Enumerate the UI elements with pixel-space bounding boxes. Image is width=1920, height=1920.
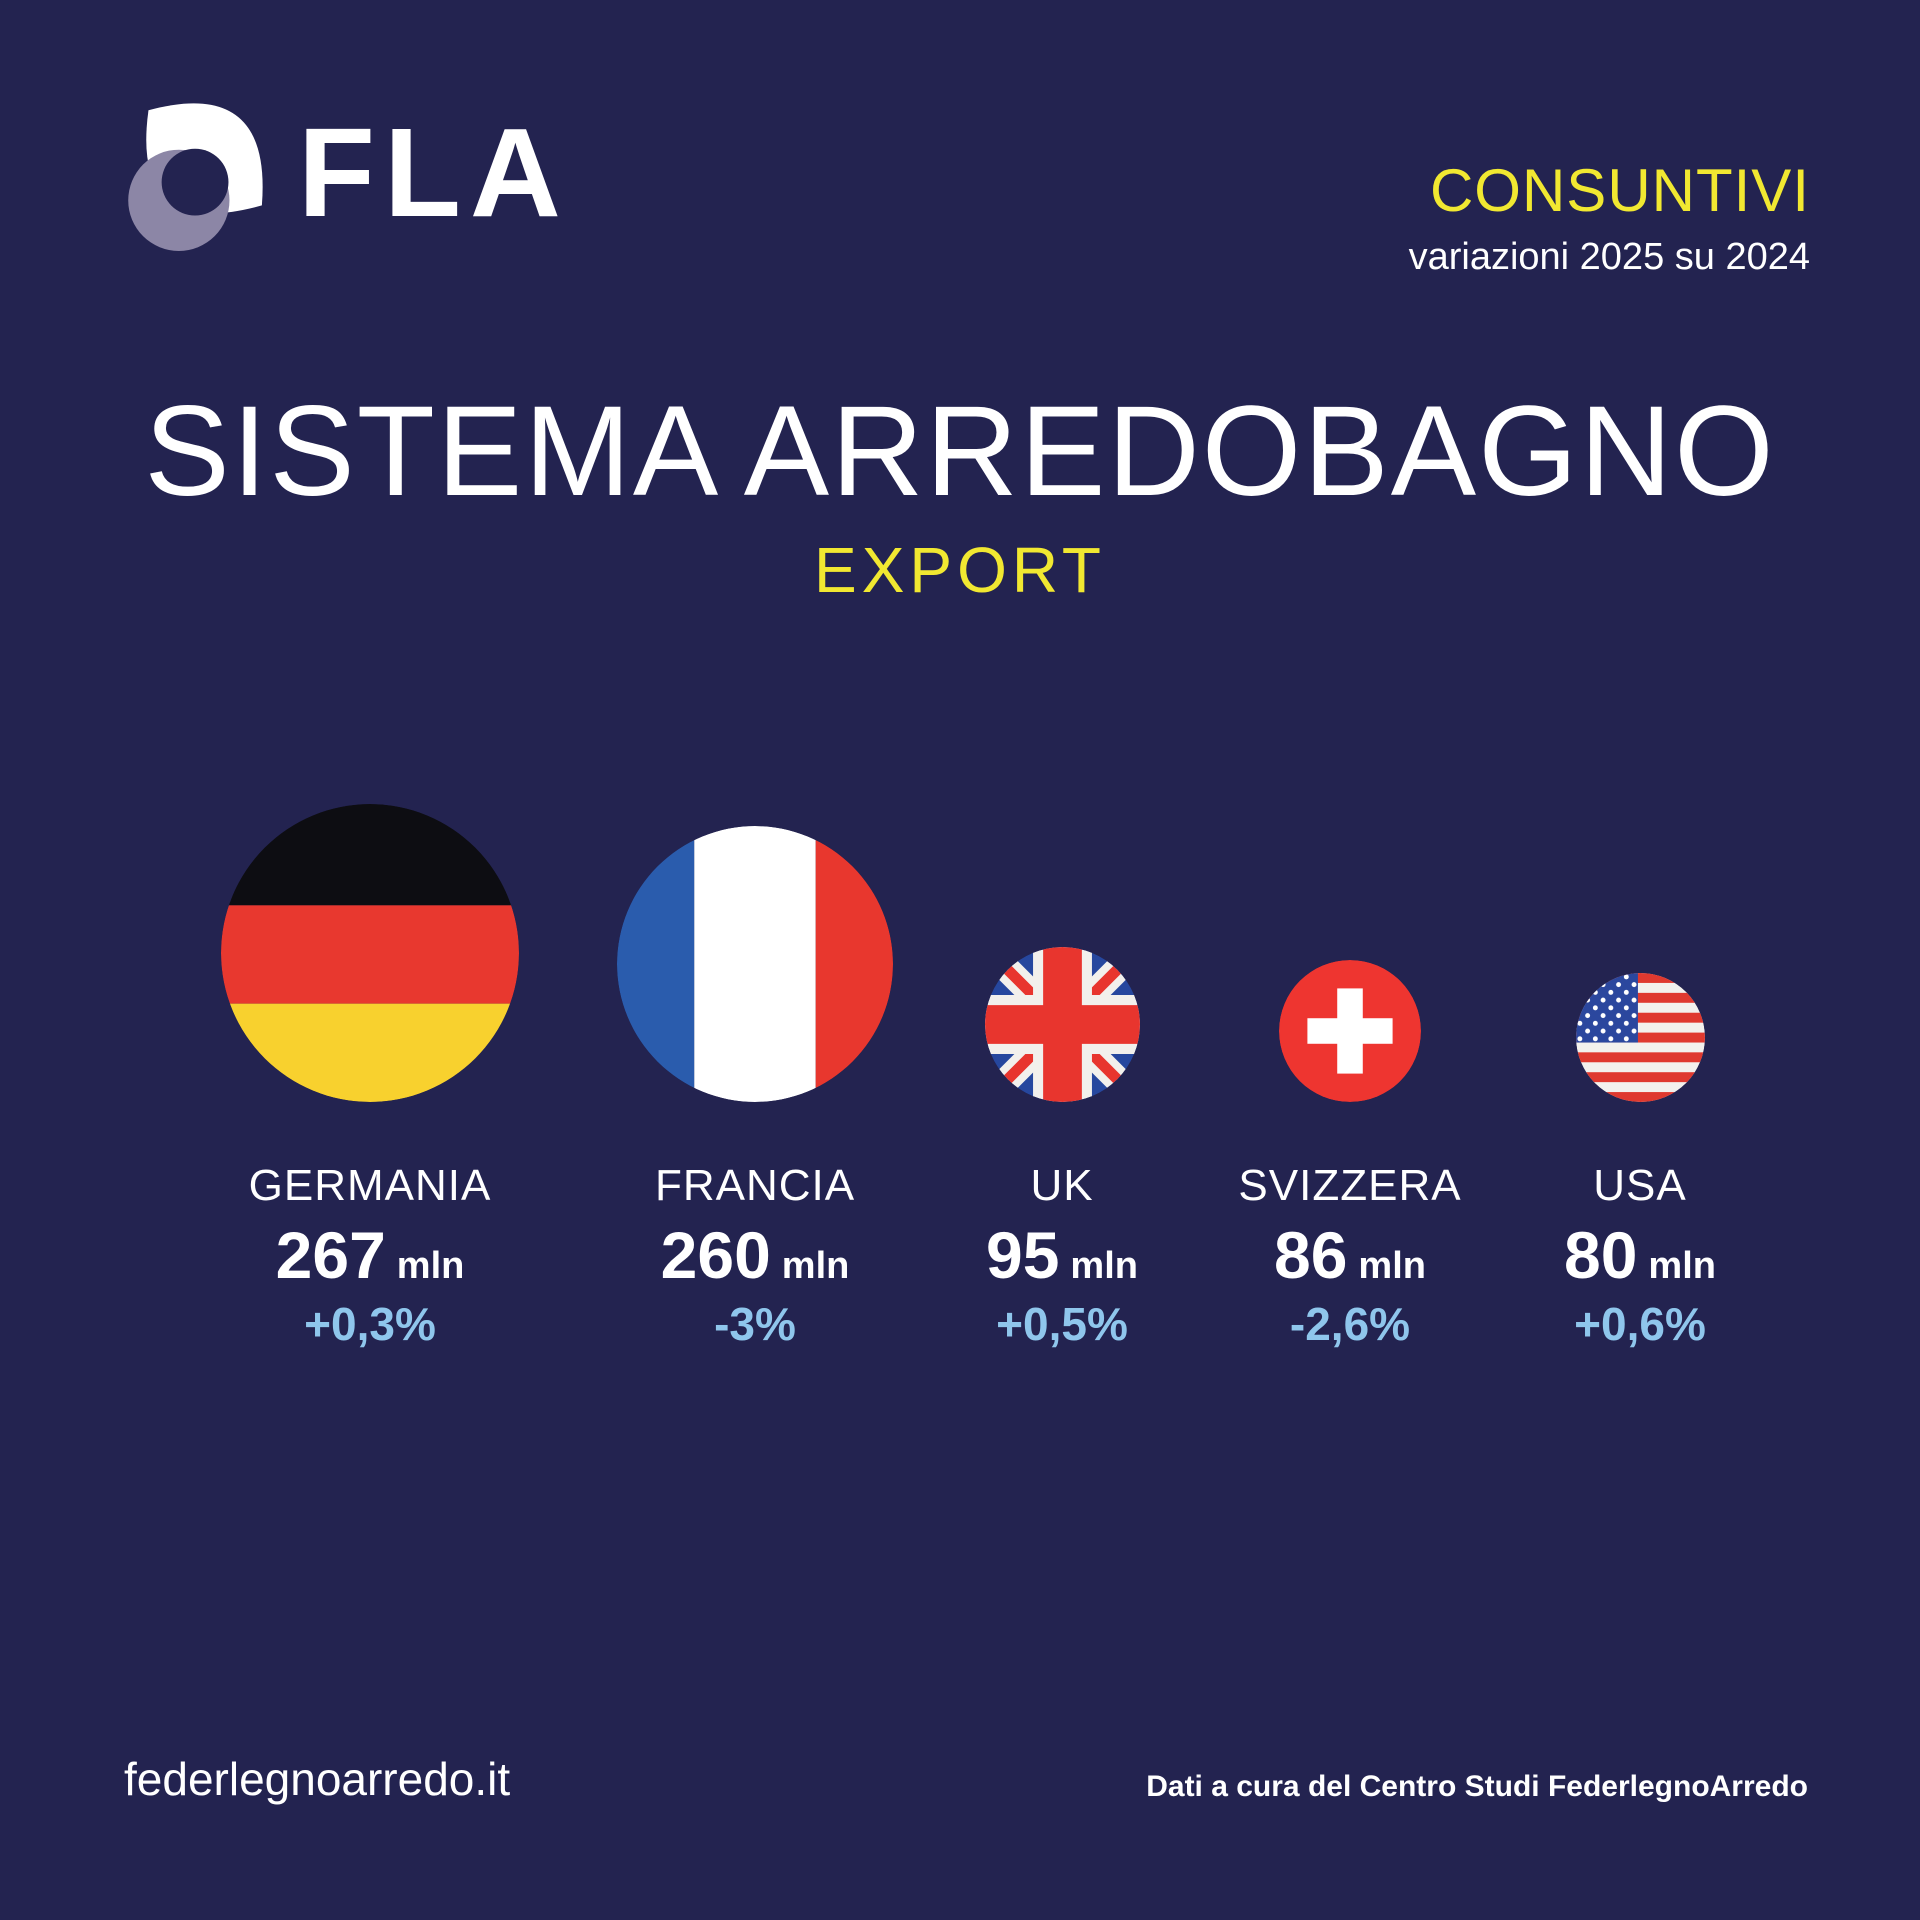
country-change: -2,6% xyxy=(1289,1298,1411,1351)
header-right: CONSUNTIVI variazioni 2025 su 2024 xyxy=(1409,158,1810,279)
country-name: SVIZZERA xyxy=(1238,1161,1462,1210)
switzerland-flag-box xyxy=(1190,790,1510,1102)
uk-flag-icon xyxy=(984,947,1140,1102)
country-name: USA xyxy=(1593,1161,1687,1210)
country-value-unit: mln xyxy=(781,1244,850,1287)
germany-flag-box xyxy=(170,790,570,1102)
country-change: +0,3% xyxy=(304,1298,436,1351)
country-change: +0,6% xyxy=(1574,1298,1706,1351)
france-flag-box xyxy=(555,790,955,1102)
country-value-unit: mln xyxy=(1358,1244,1426,1287)
country-name: GERMANIA xyxy=(248,1161,492,1210)
countries-row: GERMANIA 267 mln +0,3% xyxy=(0,790,1920,1410)
page-title: SISTEMA ARREDOBAGNO xyxy=(144,380,1776,523)
usa-flag-box xyxy=(1480,790,1800,1102)
country-change: +0,5% xyxy=(996,1298,1128,1351)
country-value-unit: mln xyxy=(396,1244,465,1287)
switzerland-flag-icon xyxy=(1279,960,1421,1102)
country-value-number: 95 xyxy=(986,1217,1060,1292)
export-label: EXPORT xyxy=(814,534,1106,606)
country-value: 95 mln xyxy=(912,1219,1212,1292)
germany-flag-icon xyxy=(221,804,519,1102)
uk-flag-box xyxy=(912,790,1212,1102)
country-switzerland: SVIZZERA 86 mln -2,6% xyxy=(1190,790,1510,1350)
usa-flag-icon xyxy=(1575,973,1705,1102)
country-value: 86 mln xyxy=(1190,1219,1510,1292)
consuntivi-label: CONSUNTIVI xyxy=(1429,157,1810,224)
website-link[interactable]: federlegnoarredo.it xyxy=(124,1753,511,1805)
country-germany: GERMANIA 267 mln +0,3% xyxy=(170,790,570,1350)
country-value-number: 267 xyxy=(275,1217,386,1292)
country-name: UK xyxy=(1030,1161,1094,1210)
fla-logo: FLA xyxy=(110,92,570,254)
fla-logo-mark-icon xyxy=(128,103,263,251)
credits-text: Dati a cura del Centro Studi FederlegnoA… xyxy=(1146,1770,1808,1803)
country-uk: UK 95 mln +0,5% xyxy=(912,790,1212,1350)
country-usa: USA 80 mln +0,6% xyxy=(1480,790,1800,1350)
country-change: -3% xyxy=(714,1298,796,1351)
country-value-unit: mln xyxy=(1648,1244,1716,1287)
country-value: 80 mln xyxy=(1480,1219,1800,1292)
country-value-number: 86 xyxy=(1274,1217,1348,1292)
fla-logo-text: FLA xyxy=(298,102,570,243)
country-name: FRANCIA xyxy=(654,1161,856,1210)
country-value: 260 mln xyxy=(555,1219,955,1292)
country-value-number: 260 xyxy=(660,1217,771,1292)
country-value-number: 80 xyxy=(1564,1217,1638,1292)
country-france: FRANCIA 260 mln -3% xyxy=(555,790,955,1350)
variazioni-label: variazioni 2025 su 2024 xyxy=(1408,236,1810,278)
country-value: 267 mln xyxy=(170,1219,570,1292)
france-flag-icon xyxy=(617,826,893,1102)
country-value-unit: mln xyxy=(1070,1244,1138,1287)
